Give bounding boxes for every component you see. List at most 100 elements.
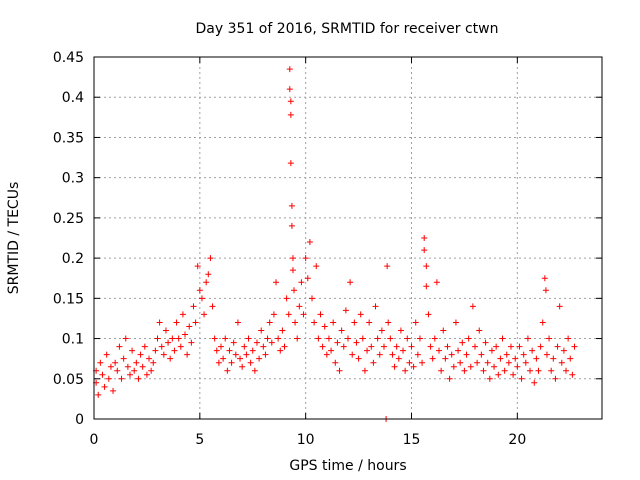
data-point [289,267,296,274]
data-point [342,307,349,314]
data-point [404,335,411,342]
data-point [315,335,322,342]
data-point [384,263,391,270]
data-points [93,66,578,422]
data-point [160,351,167,358]
data-point [478,351,485,358]
data-point [334,339,341,346]
data-point [288,202,295,209]
data-point [209,303,216,310]
data-point [425,311,432,318]
data-point [391,363,398,370]
data-point [317,311,324,318]
data-point [296,303,303,310]
data-point [438,367,445,374]
data-point [465,335,472,342]
data-point [387,335,394,342]
data-point [402,367,409,374]
data-point [281,343,288,350]
data-point [154,335,161,342]
data-point [332,359,339,366]
data-point [351,319,358,326]
data-point [349,351,356,358]
data-point [482,339,489,346]
data-point [256,355,263,362]
data-point [179,311,186,318]
y-tick-label: 0.25 [53,211,84,227]
data-point [226,347,233,354]
data-point [452,319,459,326]
data-point [264,335,271,342]
data-point [514,363,521,370]
data-point [516,343,523,350]
data-point [171,347,178,354]
data-point [158,343,165,350]
data-point [529,347,536,354]
data-point [277,347,284,354]
data-point [321,323,328,330]
data-point [243,351,250,358]
data-point [286,66,293,73]
y-tick-label: 0.45 [53,50,84,66]
chart-title: Day 351 of 2016, SRMTID for receiver ctw… [196,21,499,37]
data-point [304,275,311,282]
data-point [313,263,320,270]
data-point [569,371,576,378]
data-point [220,355,227,362]
data-point [146,355,153,362]
data-point [213,347,220,354]
data-point [450,363,457,370]
data-point [249,347,256,354]
data-point [234,319,241,326]
data-point [374,335,381,342]
data-point [237,355,244,362]
data-point [192,319,199,326]
data-point [273,279,280,286]
data-point [139,363,146,370]
y-tick-label: 0.2 [62,251,84,267]
data-point [330,319,337,326]
y-tick-label: 0 [75,412,84,428]
data-point [311,319,318,326]
data-point [285,311,292,318]
data-point [459,339,466,346]
data-point [416,335,423,342]
data-point [167,355,174,362]
data-point [190,303,197,310]
data-point [251,367,258,374]
data-point [558,359,565,366]
data-point [503,351,510,358]
data-point [469,303,476,310]
data-point [389,351,396,358]
data-point [550,355,557,362]
data-point [198,295,205,302]
data-point [270,311,277,318]
data-point [347,279,354,286]
data-point [196,287,203,294]
data-point [279,327,286,334]
data-point [442,355,449,362]
data-point [291,287,298,294]
data-point [122,335,129,342]
data-point [548,367,555,374]
y-tick-label: 0.4 [62,90,84,106]
data-point [429,355,436,362]
data-point [292,319,299,326]
data-point [207,255,214,262]
data-point [539,319,546,326]
data-point [476,327,483,334]
y-tick-label: 0.05 [53,372,84,388]
data-point [518,375,525,382]
data-point [268,339,275,346]
data-point [141,343,148,350]
data-point [275,335,282,342]
data-point [162,327,169,334]
data-point [287,160,294,167]
data-point [258,327,265,334]
y-axis-label: SRMTID / TECUs [6,182,22,295]
data-point [156,319,163,326]
data-point [567,355,574,362]
data-point [97,359,104,366]
data-point [230,339,237,346]
y-tick-label: 0.35 [53,130,84,146]
